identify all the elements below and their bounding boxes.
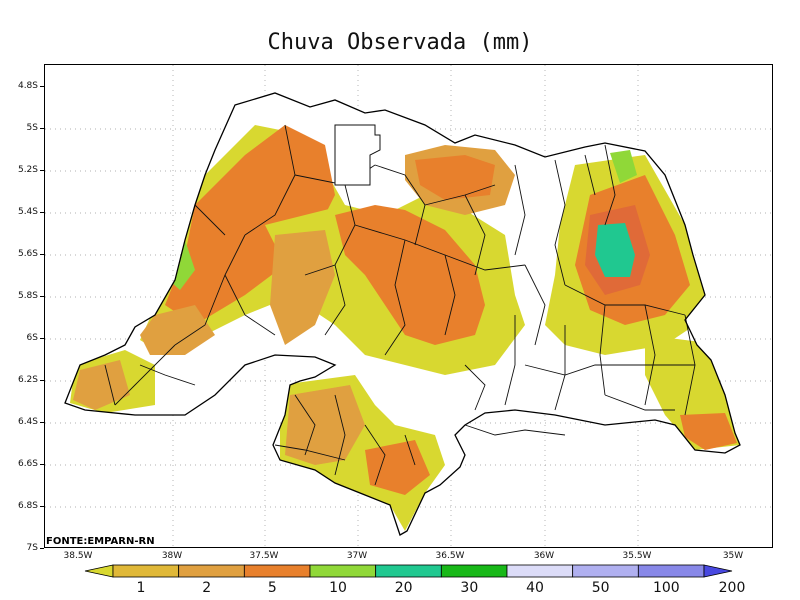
x-tick-label: 35.5W	[622, 551, 652, 561]
colorbar-level-label: 20	[394, 580, 413, 596]
municipal-boundaries	[104, 124, 696, 486]
y-tick-mark	[40, 254, 44, 255]
colorbar-segment	[440, 564, 508, 578]
y-tick-mark	[40, 380, 44, 381]
colorbar-level-label: 200	[718, 580, 746, 596]
y-tick-mark	[40, 548, 44, 549]
colorbar-segment	[112, 564, 180, 578]
y-tick-label: 6.8S	[17, 501, 38, 511]
x-tick-label: 38.5W	[63, 551, 93, 561]
y-tick-label: 5.8S	[17, 291, 38, 301]
y-tick-label: 7S	[26, 543, 38, 553]
colorbar-level-label: 5	[267, 580, 277, 596]
south-orange	[285, 385, 365, 465]
colorbar-level-label: 40	[526, 580, 544, 596]
y-tick-mark	[40, 506, 44, 507]
y-tick-mark	[40, 464, 44, 465]
x-tick-label: 36W	[533, 551, 555, 561]
east-green-top	[610, 150, 637, 183]
y-tick-mark	[40, 170, 44, 171]
rainfall-map	[45, 65, 772, 547]
y-tick-label: 6S	[26, 333, 38, 343]
map-frame	[44, 64, 773, 548]
colorbar-segment	[506, 564, 574, 578]
x-tick-label: 37.5W	[249, 551, 279, 561]
y-tick-mark	[40, 422, 44, 423]
x-tick-label: 38W	[161, 551, 183, 561]
colorbar-segment	[178, 564, 245, 578]
east-green-core	[595, 223, 635, 277]
y-tick-label: 5.4S	[17, 207, 38, 217]
source-label: FONTE:EMPARN-RN	[46, 536, 155, 547]
x-tick-label: 36.5W	[435, 551, 465, 561]
y-tick-label: 5.6S	[17, 249, 38, 259]
y-tick-label: 6.2S	[17, 375, 38, 385]
y-tick-label: 5S	[26, 123, 38, 133]
y-tick-mark	[40, 212, 44, 213]
central-lightorange	[270, 230, 335, 345]
y-tick-mark	[40, 128, 44, 129]
y-tick-label: 6.6S	[17, 459, 38, 469]
colorbar-segment	[637, 564, 705, 578]
colorbar-level-label: 2	[202, 580, 212, 596]
colorbar-level-label: 1	[136, 580, 146, 596]
x-tick-label: 37W	[346, 551, 368, 561]
colorbar-level-label: 100	[652, 580, 680, 596]
colorbar-level-label: 50	[591, 580, 610, 596]
colorbar-segment	[375, 564, 442, 578]
colorbar-segment	[309, 564, 377, 578]
north-orange-core	[415, 155, 495, 200]
colorbar-level-label: 10	[329, 580, 347, 596]
southeast-orange	[680, 413, 737, 450]
west-lightorange	[140, 305, 215, 355]
farwest-orange	[73, 360, 130, 410]
state-outline	[64, 92, 741, 536]
y-tick-mark	[40, 338, 44, 339]
south-red	[365, 440, 430, 495]
enclave-boundary	[334, 124, 381, 186]
central-orange	[335, 205, 485, 345]
west-orange-core	[165, 125, 335, 325]
map-title: Chuva Observada (mm)	[267, 30, 533, 55]
y-tick-mark	[40, 296, 44, 297]
y-tick-label: 5.2S	[17, 165, 38, 175]
x-tick-label: 35W	[722, 551, 744, 561]
y-tick-label: 6.4S	[17, 417, 38, 427]
colorbar-segment	[572, 564, 639, 578]
colorbar-segment	[243, 564, 311, 578]
colorbar-level-label: 30	[460, 580, 479, 596]
y-tick-mark	[40, 86, 44, 87]
y-tick-label: 4.8S	[17, 81, 38, 91]
colorbar-segment	[703, 564, 733, 578]
colorbar-segment	[84, 564, 114, 578]
colorbar	[84, 564, 733, 578]
